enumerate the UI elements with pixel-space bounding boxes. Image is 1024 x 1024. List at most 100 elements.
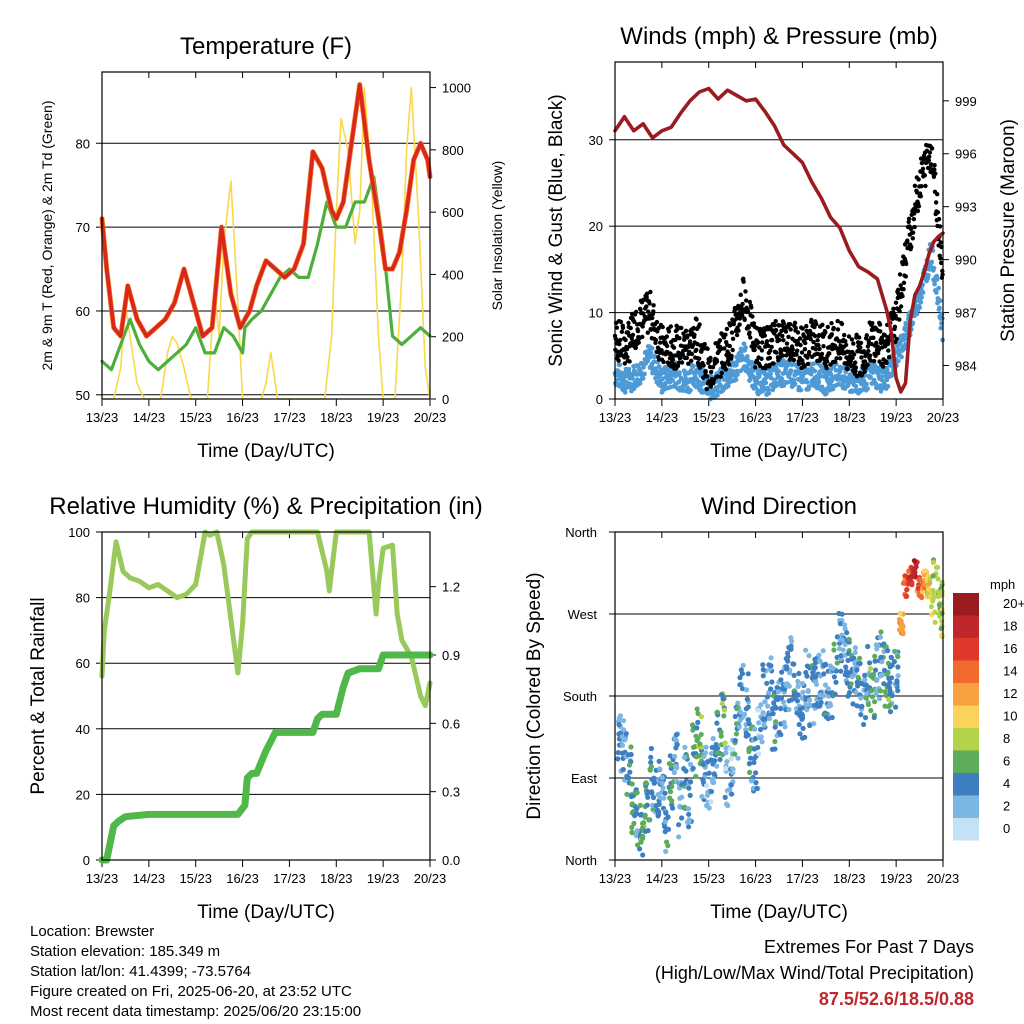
wind-point — [864, 381, 869, 387]
gust-point — [786, 334, 791, 340]
wind-point — [788, 368, 794, 374]
rh-line — [99, 529, 433, 709]
direction-point — [772, 738, 778, 745]
y-tick-label: 0 — [596, 392, 603, 407]
direction-point — [704, 803, 710, 809]
x-tick-label: 14/23 — [133, 410, 166, 425]
chart-title: Wind Direction — [701, 493, 857, 520]
gust-point — [705, 374, 710, 379]
gust-point — [692, 332, 697, 337]
gust-point — [835, 318, 840, 324]
direction-point — [910, 572, 916, 579]
direction-point — [756, 720, 762, 726]
direction-point — [708, 750, 715, 757]
direction-point — [628, 751, 634, 758]
wind-point — [931, 265, 937, 271]
gust-point — [626, 320, 631, 326]
direction-point — [722, 740, 728, 746]
x-tick-label: 18/23 — [833, 871, 866, 886]
direction-point — [789, 638, 795, 645]
gust-point — [875, 351, 881, 356]
direction-point — [681, 804, 687, 811]
x-axis-label: Time (Day/UTC) — [197, 902, 335, 923]
gust-point — [898, 304, 904, 309]
pressure-line — [613, 86, 945, 394]
legend-swatch — [953, 705, 979, 728]
direction-point — [710, 776, 716, 782]
latlon-text: Station lat/lon: 41.4399; -73.5764 — [30, 963, 252, 980]
wind-point — [914, 311, 920, 317]
x-tick-label: 17/23 — [786, 871, 819, 886]
gust-point — [898, 283, 903, 288]
gust-point — [747, 330, 752, 335]
direction-point — [616, 715, 622, 721]
gust-point — [795, 348, 800, 353]
y-tick-label: 80 — [76, 591, 90, 606]
y2-axis-label: Station Pressure (Maroon) — [998, 119, 1019, 342]
gust-point — [797, 336, 803, 341]
direction-point — [641, 820, 647, 826]
gust-point — [708, 355, 713, 361]
y2-tick-label: 993 — [955, 200, 977, 215]
direction-point — [690, 727, 696, 733]
legend-swatch — [953, 593, 979, 616]
direction-point — [725, 802, 731, 809]
direction-point — [858, 695, 864, 701]
x-axis-label: Time (Day/UTC) — [197, 441, 335, 462]
direction-point — [738, 667, 744, 673]
x-tick-label: 13/23 — [599, 871, 632, 886]
wind-point — [677, 370, 682, 376]
direction-point — [665, 826, 672, 832]
gust-point — [790, 347, 795, 352]
gust-point — [851, 341, 856, 346]
y2-tick-label: 400 — [442, 267, 464, 282]
direction-point — [708, 799, 714, 805]
gust-point — [849, 337, 855, 342]
gust-point — [728, 323, 733, 328]
direction-point — [813, 660, 819, 666]
direction-point — [662, 790, 668, 796]
x-tick-label: 13/23 — [86, 871, 119, 886]
gust-point — [670, 357, 676, 362]
gust-point — [733, 312, 738, 317]
gust-point — [832, 359, 838, 364]
direction-point — [852, 649, 858, 656]
gust-point — [625, 354, 630, 360]
direction-point — [698, 714, 705, 720]
direction-point — [927, 580, 933, 586]
y-axis-label: Percent & Total Rainfall — [28, 597, 49, 794]
direction-point — [711, 771, 717, 777]
direction-point — [791, 661, 797, 667]
direction-point — [803, 702, 809, 708]
direction-point — [768, 663, 774, 669]
direction-point — [868, 707, 874, 714]
gust-point — [819, 351, 825, 357]
y-tick-label: 80 — [76, 136, 90, 151]
direction-point — [786, 706, 792, 713]
direction-point — [840, 647, 846, 653]
direction-point — [873, 691, 879, 697]
gust-point — [791, 357, 797, 363]
gust-point — [911, 216, 916, 222]
direction-point — [634, 790, 640, 796]
direction-point — [686, 824, 692, 830]
gust-point — [794, 352, 799, 357]
gust-point — [719, 370, 724, 376]
gust-point — [679, 360, 685, 365]
direction-point — [718, 692, 725, 698]
direction-point — [788, 643, 794, 649]
gust-point — [876, 347, 882, 352]
gust-point — [738, 292, 743, 297]
direction-point — [714, 709, 721, 715]
wind-point — [804, 379, 810, 385]
gust-point — [870, 321, 875, 326]
gust-point — [651, 309, 656, 314]
direction-point — [887, 702, 893, 708]
x-tick-label: 15/23 — [179, 871, 212, 886]
wind-point — [920, 290, 926, 295]
direction-point — [931, 594, 937, 600]
y2-tick-label: 0.9 — [442, 648, 460, 663]
direction-point — [838, 653, 844, 659]
wind-point — [670, 378, 675, 383]
wind-point — [715, 392, 720, 398]
